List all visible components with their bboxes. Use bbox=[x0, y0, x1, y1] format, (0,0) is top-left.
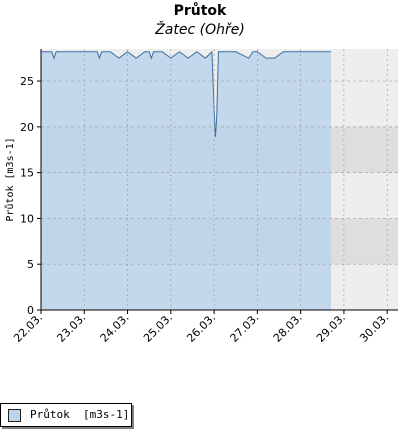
legend-label: Průtok [m3s-1] bbox=[30, 408, 130, 421]
x-tick-label: 27.03. bbox=[228, 311, 262, 345]
chart-title: Průtok bbox=[173, 3, 227, 19]
x-tick-label: 29.03. bbox=[314, 311, 348, 345]
x-tick-label: 25.03. bbox=[141, 311, 175, 345]
x-tick-label: 30.03. bbox=[357, 311, 391, 345]
series-line bbox=[41, 50, 331, 137]
x-tick-label: 26.03. bbox=[184, 311, 218, 345]
legend: Průtok [m3s-1] bbox=[0, 403, 132, 427]
series-area bbox=[41, 51, 331, 310]
y-tick-label: 5 bbox=[27, 258, 34, 271]
x-tick-label: 24.03. bbox=[98, 311, 132, 345]
chart-subtitle: Žatec (Ohře) bbox=[155, 22, 245, 38]
y-tick-label: 15 bbox=[20, 167, 34, 180]
y-axis-label: Průtok [m3s-1] bbox=[4, 137, 16, 221]
y-tick-label: 25 bbox=[20, 75, 34, 88]
x-tick-label: 23.03. bbox=[54, 311, 88, 345]
y-tick-label: 10 bbox=[20, 212, 34, 225]
y-tick-label: 0 bbox=[27, 304, 34, 317]
y-tick-label: 20 bbox=[20, 121, 34, 134]
legend-swatch bbox=[8, 409, 21, 422]
x-tick-label: 28.03. bbox=[271, 311, 305, 345]
